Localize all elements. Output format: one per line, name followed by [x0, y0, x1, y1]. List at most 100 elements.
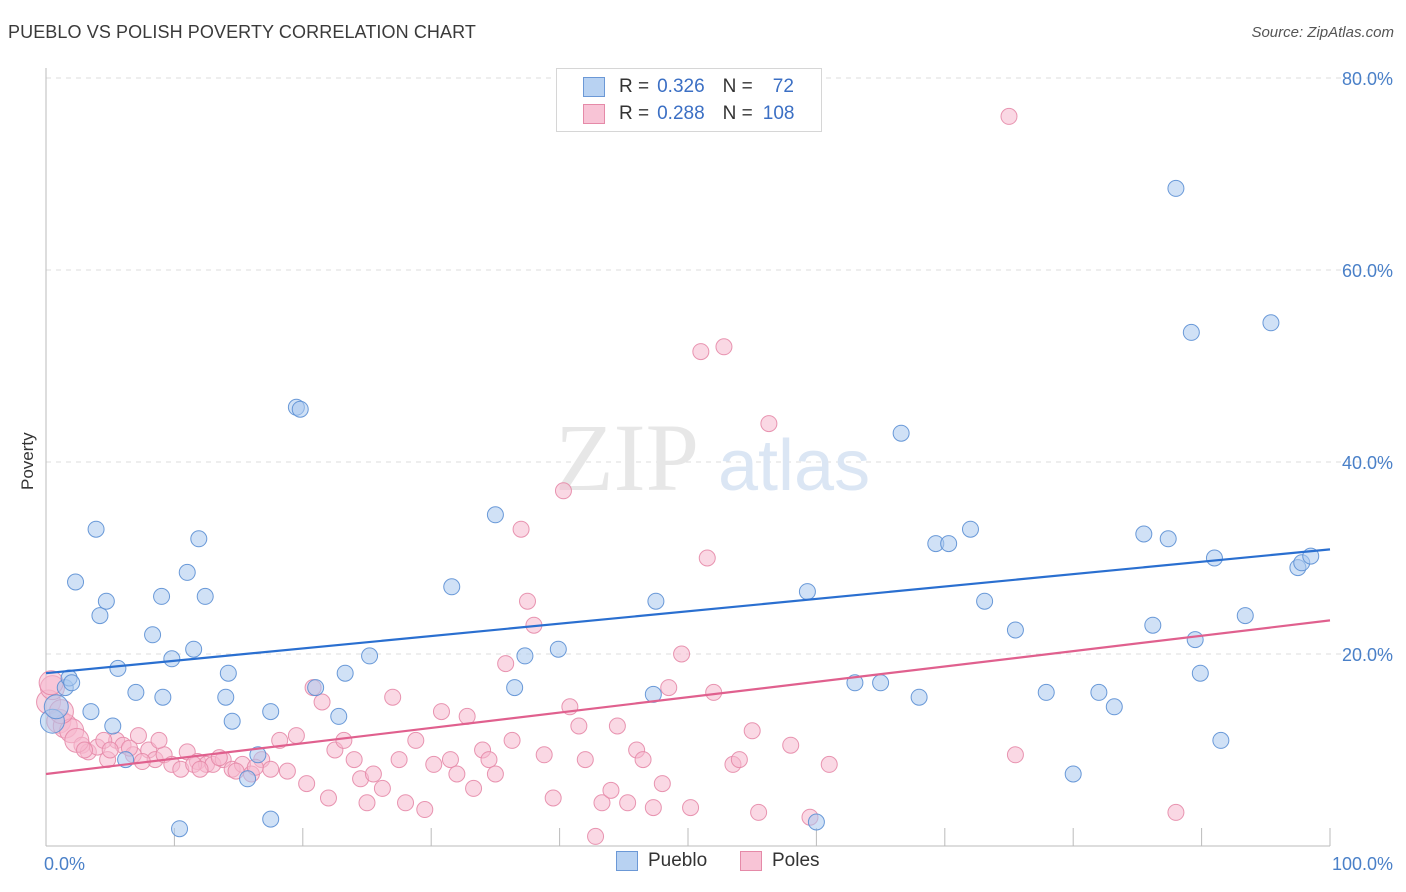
- pueblo-point-9: [97, 592, 115, 610]
- pueblo-point-25: [223, 712, 241, 730]
- pueblo-point-22: [196, 587, 214, 605]
- pueblo-point-27: [249, 746, 267, 764]
- pueblo-point-5: [67, 573, 85, 591]
- stats-legend: R = 0.326 N = 72 R = 0.288 N = 108: [556, 68, 822, 132]
- poles-point-80: [698, 549, 716, 567]
- y-tick-label-80: 80.0%: [1342, 69, 1393, 89]
- legend-item-poles[interactable]: Poles: [740, 850, 820, 872]
- pueblo-point-49: [940, 535, 958, 553]
- source-label: Source: ZipAtlas.com: [1251, 24, 1394, 41]
- poles-point-86: [750, 803, 768, 821]
- tick-labels: 20.0% 40.0% 60.0% 80.0% 0.0% 100.0%: [44, 69, 1393, 874]
- poles-point-73: [634, 751, 652, 769]
- poles-point-87: [760, 415, 778, 433]
- pueblo-point-43: [798, 583, 816, 601]
- poles-point-46: [416, 801, 434, 819]
- pueblo-point-7: [87, 520, 105, 538]
- poles-point-90: [820, 755, 838, 773]
- poles-point-61: [535, 746, 553, 764]
- pueblo-point-52: [1006, 621, 1024, 639]
- poles-point-75: [653, 775, 671, 793]
- poles-point-78: [673, 645, 691, 663]
- pueblo-point-39: [516, 647, 534, 665]
- poles-point-52: [465, 779, 483, 797]
- poles-point-67: [587, 827, 605, 845]
- pueblo-r-value: 0.326: [657, 76, 705, 97]
- poles-point-93: [1167, 803, 1185, 821]
- trend-lines: [45, 548, 1331, 776]
- legend-row-pueblo: R = 0.326 N = 72: [583, 75, 794, 99]
- pueblo-legend-label: Pueblo: [648, 850, 708, 871]
- poles-point-84: [730, 751, 748, 769]
- poles-r-value: 0.288: [657, 103, 705, 124]
- pueblo-point-18: [171, 820, 189, 838]
- pueblo-point-37: [486, 506, 504, 524]
- pueblo-point-20: [185, 640, 203, 658]
- pueblo-n-value: 72: [772, 76, 794, 97]
- poles-point-27: [262, 760, 280, 778]
- pueblo-point-21: [190, 530, 208, 548]
- poles-point-41: [373, 779, 391, 797]
- poles-point-99: [101, 741, 119, 759]
- poles-n-label: N =: [722, 103, 753, 124]
- pueblo-point-26: [239, 770, 257, 788]
- pueblo-point-63: [1191, 664, 1209, 682]
- poles-point-69: [602, 781, 620, 799]
- poles-point-40: [364, 765, 382, 783]
- poles-point-58: [512, 520, 530, 538]
- pueblo-point-10: [104, 717, 122, 735]
- poles-legend-swatch: [740, 851, 762, 871]
- poles-point-57: [503, 731, 521, 749]
- poles-point-66: [576, 751, 594, 769]
- poles-point-28: [271, 731, 289, 749]
- pueblo-point-33: [330, 707, 348, 725]
- pueblo-point-59: [1159, 530, 1177, 548]
- poles-point-37: [345, 751, 363, 769]
- poles-point-74: [644, 799, 662, 817]
- poles-point-59: [519, 592, 536, 610]
- poles-point-55: [486, 765, 504, 783]
- pueblo-point-38: [506, 679, 524, 697]
- poles-point-77: [692, 343, 710, 361]
- pueblo-trend-line: [45, 548, 1331, 675]
- series-legend: Pueblo Poles: [0, 850, 1406, 878]
- pueblo-point-36: [443, 578, 461, 596]
- gridlines: [46, 77, 1392, 655]
- pueblo-point-32: [307, 679, 325, 697]
- poles-point-29: [278, 762, 296, 780]
- pueblo-point-65: [1212, 731, 1230, 749]
- poles-point-68: [593, 794, 611, 812]
- pueblo-point-15: [153, 587, 171, 605]
- poles-point-91: [1000, 107, 1018, 125]
- pueblo-point-24: [219, 664, 237, 682]
- pueblo-point-29: [262, 810, 280, 828]
- pueblo-point-45: [872, 674, 890, 692]
- poles-point-92: [1006, 746, 1024, 764]
- chart-title: PUEBLO VS POLISH POVERTY CORRELATION CHA…: [8, 22, 476, 42]
- poles-point-49: [441, 751, 459, 769]
- pueblo-point-55: [1090, 683, 1108, 701]
- poles-legend-label: Poles: [772, 850, 820, 871]
- poles-swatch: [583, 104, 605, 124]
- pueblo-point-11: [109, 659, 127, 677]
- pueblo-swatch: [583, 77, 605, 97]
- poles-point-31: [298, 775, 316, 793]
- pueblo-point-35: [361, 647, 379, 665]
- poles-point-104: [191, 760, 209, 778]
- pueblo-point-51: [976, 592, 994, 610]
- poles-point-65: [570, 717, 588, 735]
- poles-point-71: [619, 794, 637, 812]
- poles-point-82: [715, 338, 733, 356]
- pueblo-point-1: [43, 694, 69, 720]
- pueblo-point-67: [1262, 314, 1280, 332]
- poles-point-47: [425, 755, 443, 773]
- poles-point-44: [397, 794, 415, 812]
- pueblo-point-50: [961, 520, 979, 538]
- pueblo-legend-swatch: [616, 851, 638, 871]
- pueblo-point-19: [178, 563, 196, 581]
- pueblo-point-61: [1182, 323, 1200, 341]
- legend-item-pueblo[interactable]: Pueblo: [616, 850, 707, 872]
- poles-n-value: 108: [762, 103, 795, 124]
- y-axis-title: Poverty: [18, 432, 37, 490]
